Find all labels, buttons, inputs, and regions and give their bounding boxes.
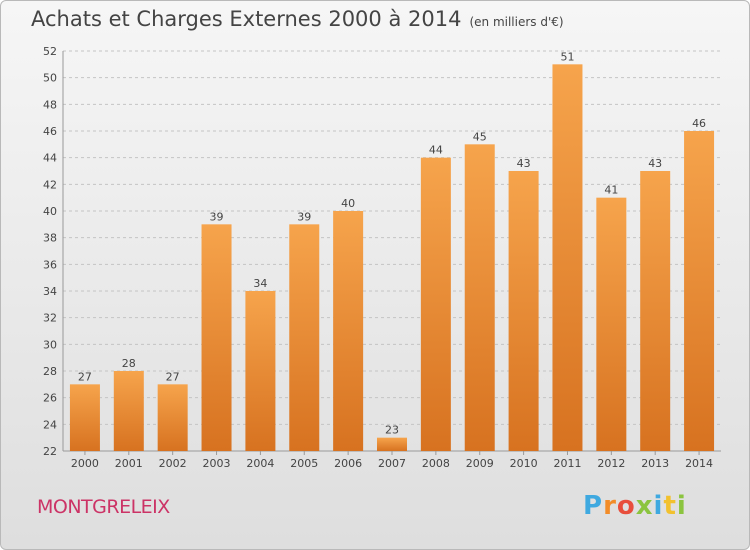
y-tick-label: 46 bbox=[43, 125, 57, 138]
bar-2000 bbox=[69, 384, 100, 451]
y-tick-label: 44 bbox=[43, 152, 57, 165]
data-label: 45 bbox=[473, 130, 487, 143]
logo-letter: i bbox=[676, 491, 687, 521]
data-label: 23 bbox=[385, 424, 399, 437]
y-axis: 22 24 26 28 30 32 34 36 38 40 42 44 46 48 50 52 bbox=[43, 45, 721, 458]
bar-2008 bbox=[420, 157, 451, 451]
y-tick-label: 30 bbox=[43, 338, 57, 351]
data-label: 34 bbox=[253, 277, 267, 290]
x-tick-label: 2012 bbox=[597, 457, 625, 470]
data-label: 27 bbox=[166, 370, 180, 383]
bar-2010 bbox=[508, 171, 539, 451]
bar-2014 bbox=[684, 131, 715, 451]
logo-letter: t bbox=[663, 491, 677, 521]
logo-letter: x bbox=[635, 491, 654, 521]
y-tick-label: 26 bbox=[43, 392, 57, 405]
data-label: 46 bbox=[692, 117, 706, 130]
bar-2002 bbox=[157, 384, 188, 451]
y-tick-label: 42 bbox=[43, 178, 57, 191]
bar-2012 bbox=[596, 197, 627, 451]
logo-letter: o bbox=[616, 491, 636, 521]
bar-2005 bbox=[289, 224, 320, 451]
y-tick-label: 22 bbox=[43, 445, 57, 458]
proxiti-logo[interactable]: Proxiti bbox=[583, 491, 687, 521]
data-label: 43 bbox=[517, 157, 531, 170]
logo-letter: P bbox=[583, 491, 604, 521]
bar-2006 bbox=[333, 211, 364, 451]
y-tick-label: 28 bbox=[43, 365, 57, 378]
x-tick-label: 2008 bbox=[422, 457, 450, 470]
logo-letter: r bbox=[603, 491, 617, 521]
x-tick-label: 2009 bbox=[466, 457, 494, 470]
data-label: 39 bbox=[210, 210, 224, 223]
chart-title: Achats et Charges Externes 2000 à 2014 (e… bbox=[31, 7, 564, 31]
x-tick-label: 2002 bbox=[159, 457, 187, 470]
x-tick-label: 2004 bbox=[246, 457, 274, 470]
chart-title-text: Achats et Charges Externes 2000 à 2014 bbox=[31, 7, 462, 31]
bar-2003 bbox=[201, 224, 232, 451]
x-tick-label: 2014 bbox=[685, 457, 713, 470]
chart-subtitle: (en milliers d'€) bbox=[469, 15, 564, 29]
y-tick-label: 32 bbox=[43, 312, 57, 325]
bars bbox=[69, 64, 715, 452]
x-tick-label: 2006 bbox=[334, 457, 362, 470]
data-label: 51 bbox=[560, 50, 574, 63]
y-tick-label: 24 bbox=[43, 418, 57, 431]
data-label: 44 bbox=[429, 144, 443, 157]
x-tick-label: 2007 bbox=[378, 457, 406, 470]
x-tick-label: 2013 bbox=[641, 457, 669, 470]
data-label: 43 bbox=[648, 157, 662, 170]
bar-2009 bbox=[464, 144, 495, 452]
x-tick-label: 2011 bbox=[553, 457, 581, 470]
x-tick-label: 2000 bbox=[71, 457, 99, 470]
data-label: 41 bbox=[604, 184, 618, 197]
y-tick-label: 34 bbox=[43, 285, 57, 298]
x-tick-label: 2001 bbox=[115, 457, 143, 470]
bar-2011 bbox=[552, 64, 583, 452]
bar-2004 bbox=[245, 291, 276, 451]
data-label: 39 bbox=[297, 210, 311, 223]
x-tick-label: 2010 bbox=[510, 457, 538, 470]
bar-2007 bbox=[377, 437, 407, 451]
bar-2013 bbox=[640, 171, 671, 451]
data-label: 40 bbox=[341, 197, 355, 210]
data-label: 27 bbox=[78, 370, 92, 383]
y-tick-label: 48 bbox=[43, 98, 57, 111]
x-tick-label: 2003 bbox=[203, 457, 231, 470]
data-label: 28 bbox=[122, 357, 136, 370]
y-tick-label: 36 bbox=[43, 258, 57, 271]
y-tick-label: 38 bbox=[43, 232, 57, 245]
data-labels: 27 28 27 39 34 39 40 23 44 45 43 51 41 43 46 bbox=[78, 50, 706, 436]
y-tick-label: 40 bbox=[43, 205, 57, 218]
x-axis: 2000 2001 2002 2003 2004 2005 2006 2007 2008 2009… bbox=[71, 451, 713, 470]
bar-2001 bbox=[113, 371, 144, 451]
x-tick-label: 2005 bbox=[290, 457, 318, 470]
y-tick-label: 50 bbox=[43, 72, 57, 85]
commune-name: MONTGRELEIX bbox=[37, 496, 170, 518]
logo-letter: i bbox=[653, 491, 664, 521]
y-tick-label: 52 bbox=[43, 45, 57, 58]
